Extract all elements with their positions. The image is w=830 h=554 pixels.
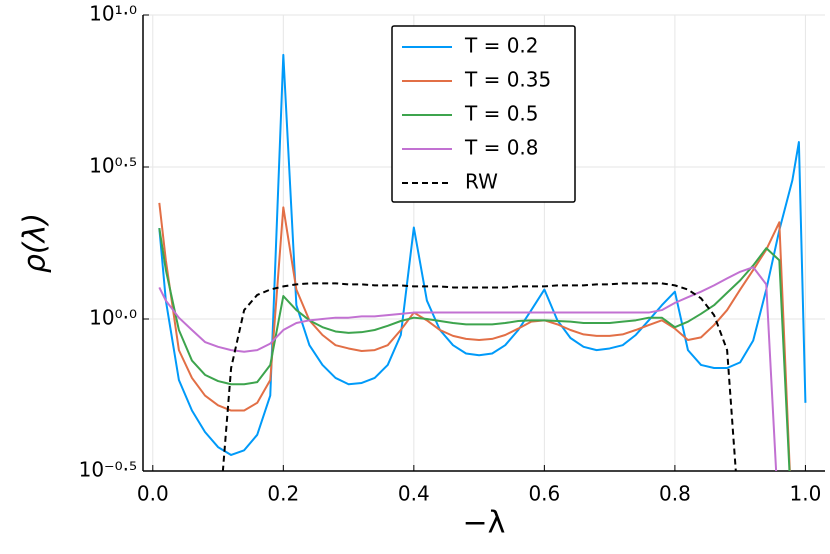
x-tick-label: 0.4	[398, 482, 430, 506]
plot-lines	[158, 53, 807, 471]
x-tick-label: 0.2	[267, 482, 299, 506]
y-tick-label: 10⁰·⁰	[89, 306, 137, 330]
legend-box	[391, 25, 576, 203]
legend-label: T = 0.2	[464, 34, 539, 58]
y-tick-label: 10⁰·⁵	[89, 154, 137, 178]
series-line	[158, 266, 778, 471]
y-tick-label: 10⁻⁰·⁵	[79, 458, 137, 482]
series-line	[158, 53, 807, 456]
legend-label: T = 0.35	[464, 68, 551, 92]
x-tick-label: 1.0	[790, 482, 822, 506]
y-tick-label: 10¹·⁰	[89, 2, 137, 26]
legend-label: RW	[465, 170, 498, 194]
x-axis-label: −λ	[463, 506, 506, 541]
x-tick-label: 0.8	[659, 482, 691, 506]
series-line	[158, 202, 791, 471]
y-axis-label: ρ(λ)	[18, 213, 53, 273]
legend-label: T = 0.5	[464, 102, 539, 126]
series-line	[221, 282, 737, 471]
x-tick-label: 0.6	[528, 482, 560, 506]
series-line	[158, 227, 791, 471]
legend-label: T = 0.8	[464, 136, 539, 160]
x-tick-label: 0.0	[137, 482, 169, 506]
